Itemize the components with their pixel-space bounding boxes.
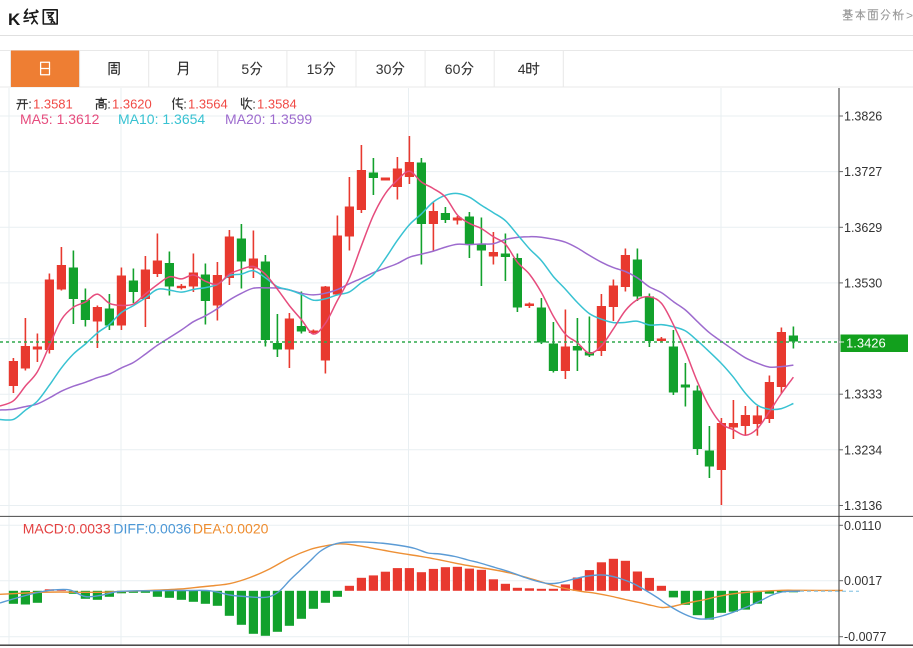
svg-text:>: > bbox=[906, 9, 913, 23]
svg-text:MA5: 1.3612: MA5: 1.3612 bbox=[20, 111, 100, 127]
svg-text:15: 15 bbox=[307, 61, 323, 77]
svg-text:0.0110: 0.0110 bbox=[844, 519, 881, 533]
svg-text:DEA:0.0020: DEA:0.0020 bbox=[193, 521, 269, 537]
svg-text:1.3727: 1.3727 bbox=[844, 165, 882, 179]
svg-text:-0.0077: -0.0077 bbox=[844, 630, 886, 644]
svg-text:1.3426: 1.3426 bbox=[846, 336, 886, 351]
svg-text:MA20: 1.3599: MA20: 1.3599 bbox=[225, 111, 312, 127]
svg-text::: : bbox=[28, 97, 32, 112]
svg-text:30: 30 bbox=[376, 61, 392, 77]
svg-text:1.3584: 1.3584 bbox=[257, 97, 297, 112]
svg-text:1.3136: 1.3136 bbox=[844, 499, 882, 513]
svg-text:DIFF:0.0036: DIFF:0.0036 bbox=[113, 521, 191, 537]
svg-text:0.0017: 0.0017 bbox=[844, 574, 882, 588]
svg-text:1.3629: 1.3629 bbox=[844, 221, 882, 235]
svg-text:K: K bbox=[8, 10, 21, 29]
svg-text:1.3234: 1.3234 bbox=[844, 443, 882, 457]
svg-text::: : bbox=[252, 97, 256, 112]
svg-text:1.3826: 1.3826 bbox=[844, 110, 882, 124]
svg-text::: : bbox=[183, 97, 187, 112]
svg-text:1.3581: 1.3581 bbox=[33, 97, 73, 112]
svg-text:MACD:0.0033: MACD:0.0033 bbox=[23, 521, 111, 537]
svg-text:MA10: 1.3654: MA10: 1.3654 bbox=[118, 111, 205, 127]
svg-text:4: 4 bbox=[518, 61, 526, 77]
svg-text:5: 5 bbox=[241, 61, 249, 77]
svg-text:60: 60 bbox=[445, 61, 461, 77]
svg-text::: : bbox=[107, 97, 111, 112]
svg-text:1.3333: 1.3333 bbox=[844, 388, 882, 402]
svg-text:1.3530: 1.3530 bbox=[844, 276, 882, 290]
svg-text:1.3564: 1.3564 bbox=[188, 97, 228, 112]
svg-text:1.3620: 1.3620 bbox=[112, 97, 152, 112]
